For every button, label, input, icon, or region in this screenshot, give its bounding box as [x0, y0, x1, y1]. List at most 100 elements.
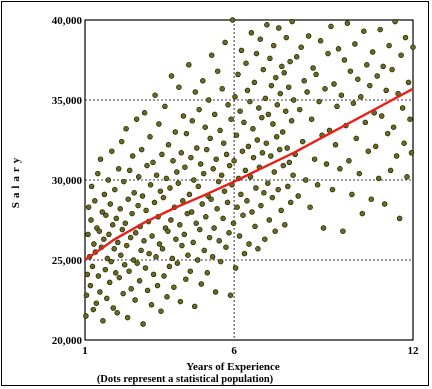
data-point — [206, 234, 213, 241]
data-point — [279, 129, 286, 135]
data-point — [265, 180, 271, 186]
data-point — [88, 217, 94, 223]
data-point — [122, 220, 129, 226]
data-point — [217, 127, 223, 134]
data-point — [139, 193, 146, 199]
data-point — [203, 214, 209, 220]
data-point — [253, 50, 260, 57]
data-point — [188, 209, 195, 215]
data-point — [189, 118, 196, 124]
data-point — [102, 266, 109, 273]
data-point — [256, 105, 262, 111]
data-point — [197, 226, 203, 233]
data-point — [262, 236, 268, 242]
data-point — [152, 92, 158, 98]
data-point — [243, 60, 249, 66]
data-point — [156, 121, 162, 127]
data-point — [228, 116, 234, 122]
data-point — [241, 119, 247, 126]
data-point — [278, 207, 284, 214]
data-point — [90, 306, 97, 313]
data-point — [141, 110, 148, 116]
data-point — [193, 220, 199, 226]
data-point — [305, 33, 312, 39]
x-tick-labels: 1 6 12 — [82, 345, 419, 357]
data-point — [311, 156, 318, 162]
data-point — [97, 289, 103, 295]
data-point — [123, 126, 129, 132]
data-point — [275, 186, 281, 193]
data-point — [185, 252, 191, 258]
data-point — [214, 206, 220, 212]
data-point — [271, 169, 278, 175]
y-tick-label: 25,000 — [52, 255, 83, 267]
data-point — [163, 175, 170, 182]
data-point — [179, 242, 185, 249]
y-tick-label: 20,000 — [52, 335, 83, 347]
data-point — [387, 167, 394, 174]
data-point — [263, 140, 270, 146]
data-point — [293, 54, 300, 60]
data-point — [344, 20, 351, 26]
data-point — [114, 310, 120, 316]
data-point — [169, 255, 176, 262]
data-point — [197, 161, 204, 167]
data-point — [310, 65, 316, 71]
data-point — [176, 84, 182, 90]
data-point — [260, 66, 267, 73]
data-point — [402, 34, 409, 41]
data-point — [91, 241, 97, 247]
data-point — [274, 102, 281, 108]
data-point — [196, 106, 202, 113]
data-point — [115, 239, 121, 246]
data-point — [247, 98, 253, 105]
data-point — [147, 134, 153, 140]
data-point — [287, 199, 294, 206]
data-point — [205, 97, 212, 103]
data-point — [262, 95, 269, 102]
data-point — [171, 284, 177, 290]
data-point — [142, 265, 149, 271]
data-point — [207, 135, 213, 142]
data-point — [396, 215, 403, 222]
data-point — [317, 38, 324, 44]
data-point — [126, 268, 132, 274]
data-point — [230, 220, 237, 226]
data-point — [203, 146, 210, 153]
data-point — [104, 255, 111, 262]
data-point — [127, 234, 134, 241]
data-point — [103, 212, 109, 218]
data-point — [329, 186, 336, 193]
data-point — [227, 292, 234, 298]
data-point — [290, 172, 296, 178]
data-point — [237, 108, 243, 114]
data-point — [268, 82, 275, 89]
data-point — [146, 250, 152, 257]
data-point — [84, 271, 91, 278]
data-point — [238, 47, 245, 54]
data-point — [175, 180, 182, 186]
data-point — [132, 230, 139, 236]
data-point — [347, 68, 354, 74]
data-point — [226, 162, 233, 169]
data-point — [117, 206, 123, 212]
data-point — [257, 36, 264, 42]
data-point — [192, 89, 199, 95]
y-tick-label: 40,000 — [52, 15, 83, 27]
data-point — [161, 273, 167, 279]
data-point — [168, 217, 174, 223]
data-point — [338, 92, 345, 98]
data-point — [113, 215, 120, 222]
data-point — [259, 114, 265, 121]
data-point — [268, 153, 274, 159]
x-tick-label: 6 — [231, 345, 237, 357]
data-point — [186, 62, 192, 68]
data-point — [289, 18, 295, 25]
data-point — [131, 190, 137, 196]
data-point — [298, 44, 304, 50]
data-point — [341, 57, 348, 63]
data-point — [208, 196, 214, 202]
data-point — [328, 23, 334, 30]
data-point — [99, 209, 106, 215]
